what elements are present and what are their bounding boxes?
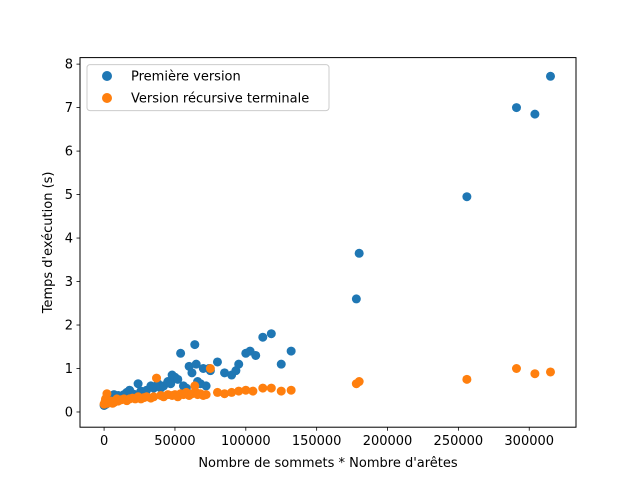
data-point: [248, 386, 258, 396]
x-tick-label: 250000: [434, 434, 484, 449]
y-tick-label: 4: [65, 232, 73, 247]
data-point: [133, 379, 143, 389]
y-tick-label: 2: [65, 319, 73, 334]
data-point: [545, 367, 555, 377]
data-point: [258, 383, 268, 393]
series-1: [99, 363, 555, 409]
data-point: [286, 385, 296, 395]
data-point: [276, 386, 286, 396]
data-point: [286, 346, 296, 356]
data-point: [234, 359, 244, 369]
data-point: [205, 363, 215, 373]
data-point: [149, 392, 159, 402]
x-tick-label: 100000: [221, 434, 271, 449]
data-point: [266, 383, 276, 393]
data-point: [187, 368, 197, 378]
legend-marker-version-recursive: [102, 93, 112, 103]
x-tick-label: 50000: [154, 434, 195, 449]
legend-label-premiere-version: Première version: [131, 70, 241, 85]
x-tick-label: 300000: [504, 434, 554, 449]
data-points: [99, 71, 555, 410]
data-point: [266, 329, 276, 339]
data-point: [354, 248, 364, 258]
data-point: [545, 71, 555, 81]
plot-frame: [79, 57, 577, 428]
data-point: [234, 386, 244, 396]
data-point: [201, 381, 211, 391]
y-tick-label: 1: [65, 362, 73, 377]
data-point: [462, 192, 472, 202]
data-point: [227, 387, 237, 397]
y-tick-label: 5: [65, 188, 73, 203]
x-tick-label: 150000: [292, 434, 342, 449]
data-point: [354, 377, 364, 387]
data-point: [152, 373, 162, 383]
x-tick-label: 200000: [363, 434, 413, 449]
data-point: [511, 103, 521, 113]
y-axis-label: Temps d'exécution (s): [41, 172, 56, 315]
x-axis-label: Nombre de sommets * Nombre d'arêtes: [198, 456, 458, 471]
legend-marker-premiere-version: [102, 71, 112, 81]
plot-area: [80, 57, 576, 428]
data-point: [220, 389, 230, 399]
x-tick-label: 0: [100, 434, 108, 449]
x-axis-ticks: 0 50000 100000 150000 200000 250000 300000: [100, 427, 554, 449]
y-tick-label: 7: [65, 101, 73, 116]
data-point: [241, 385, 251, 395]
data-point: [530, 109, 540, 119]
y-tick-label: 3: [65, 275, 73, 290]
y-tick-label: 0: [65, 405, 73, 420]
data-point: [191, 359, 201, 369]
data-point: [166, 379, 176, 389]
legend: Première version Version récursive termi…: [86, 64, 330, 112]
legend-label-version-recursive: Version récursive terminale: [131, 92, 309, 107]
y-axis-ticks: 0 1 2 3 4 5 6 7 8: [65, 58, 80, 420]
legend-box: [86, 64, 330, 112]
data-point: [251, 350, 261, 360]
data-point: [102, 389, 112, 399]
data-point: [201, 390, 211, 400]
y-tick-label: 6: [65, 145, 73, 160]
data-point: [258, 332, 268, 342]
data-point: [212, 387, 222, 397]
data-point: [220, 368, 230, 378]
data-point: [351, 294, 361, 304]
y-tick-label: 8: [65, 58, 73, 73]
data-point: [511, 363, 521, 373]
data-point: [276, 359, 286, 369]
data-point: [530, 369, 540, 379]
data-point: [212, 357, 222, 367]
data-point: [462, 374, 472, 384]
data-point: [190, 340, 200, 350]
data-point: [173, 374, 183, 384]
data-point: [176, 348, 186, 358]
